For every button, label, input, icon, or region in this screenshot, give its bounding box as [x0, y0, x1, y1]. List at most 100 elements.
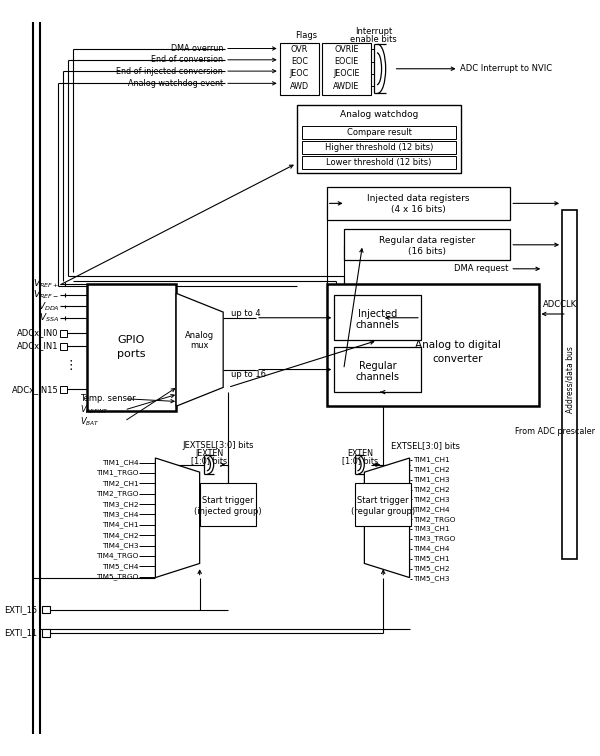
Text: AWD: AWD	[290, 82, 309, 91]
Bar	[322, 43, 371, 94]
Text: ADCx_IN0: ADCx_IN0	[17, 328, 58, 337]
Text: up to 16: up to 16	[231, 370, 266, 379]
Text: JEOC: JEOC	[290, 70, 309, 79]
Bar	[327, 284, 539, 406]
Bar	[296, 105, 461, 173]
Text: EXTEN: EXTEN	[347, 449, 373, 458]
Text: $V_{DDA}$: $V_{DDA}$	[38, 300, 59, 313]
Bar	[344, 229, 510, 260]
Text: Analog watchdog event: Analog watchdog event	[128, 79, 223, 88]
Text: Address/data bus: Address/data bus	[565, 346, 574, 414]
Text: TIM3_CH4: TIM3_CH4	[102, 511, 139, 518]
Text: End of injected conversion: End of injected conversion	[116, 67, 223, 76]
Text: TIM2_CH3: TIM2_CH3	[413, 496, 450, 503]
Text: [1:0] bits: [1:0] bits	[342, 457, 378, 466]
Text: Analog: Analog	[185, 331, 214, 340]
Text: $V_{BAT}$: $V_{BAT}$	[80, 415, 100, 428]
Text: Analog to digital: Analog to digital	[415, 340, 501, 350]
Bar	[43, 606, 50, 613]
Bar	[562, 210, 577, 559]
Text: Analog watchdog: Analog watchdog	[340, 110, 418, 119]
Text: TIM2_CH4: TIM2_CH4	[413, 506, 450, 513]
Bar	[61, 330, 67, 336]
Text: From ADC prescaler: From ADC prescaler	[515, 427, 595, 436]
Text: JEXTSEL[3:0] bits: JEXTSEL[3:0] bits	[183, 442, 254, 451]
Text: EOCIE: EOCIE	[334, 57, 359, 67]
Text: Interrupt: Interrupt	[355, 27, 392, 36]
Text: TIM4_CH1: TIM4_CH1	[102, 522, 139, 528]
Text: Start trigger: Start trigger	[358, 496, 409, 505]
Text: converter: converter	[433, 354, 484, 364]
Polygon shape	[364, 458, 410, 578]
Text: TIM2_TRGO: TIM2_TRGO	[413, 516, 456, 522]
Text: TIM5_CH1: TIM5_CH1	[413, 556, 450, 562]
Bar	[302, 125, 455, 139]
Bar	[61, 343, 67, 350]
Text: Temp. sensor: Temp. sensor	[80, 394, 136, 403]
Text: DMA request: DMA request	[454, 265, 508, 274]
Text: (injected group): (injected group)	[194, 507, 262, 516]
Text: EOC: EOC	[291, 57, 308, 67]
Text: EXTSEL[3:0] bits: EXTSEL[3:0] bits	[391, 442, 460, 451]
Text: OVR: OVR	[291, 45, 308, 54]
Text: Injected data registers: Injected data registers	[367, 194, 470, 203]
Text: TIM4_CH2: TIM4_CH2	[102, 531, 139, 538]
Text: ADCx_IN15: ADCx_IN15	[11, 385, 58, 394]
Text: channels: channels	[356, 321, 400, 330]
Text: Flags: Flags	[295, 31, 317, 40]
Text: DMA overrun: DMA overrun	[171, 44, 223, 53]
Text: TIM5_TRGO: TIM5_TRGO	[96, 573, 139, 580]
Text: EXTI_11: EXTI_11	[4, 628, 37, 637]
Text: ADCCLK: ADCCLK	[543, 300, 577, 309]
Bar	[355, 483, 412, 525]
Text: ADC Interrupt to NVIC: ADC Interrupt to NVIC	[460, 64, 553, 73]
Text: channels: channels	[356, 372, 400, 382]
Polygon shape	[155, 458, 200, 578]
Bar	[43, 629, 50, 637]
Text: TIM5_CH2: TIM5_CH2	[413, 565, 450, 572]
Text: TIM4_CH4: TIM4_CH4	[413, 546, 450, 552]
Text: TIM1_CH2: TIM1_CH2	[413, 466, 450, 473]
Text: Lower threshold (12 bits): Lower threshold (12 bits)	[326, 158, 431, 167]
Bar	[327, 187, 510, 220]
Polygon shape	[176, 293, 223, 406]
Bar	[302, 141, 455, 154]
Bar	[302, 156, 455, 169]
Text: AWDIE: AWDIE	[334, 82, 359, 91]
Text: TIM1_TRGO: TIM1_TRGO	[96, 469, 139, 476]
Text: (4 x 16 bits): (4 x 16 bits)	[391, 205, 446, 214]
Text: Compare result: Compare result	[347, 128, 412, 137]
Text: ports: ports	[117, 349, 146, 359]
Bar	[61, 386, 67, 393]
Bar	[200, 483, 256, 525]
Text: enable bits: enable bits	[350, 35, 397, 44]
Text: TIM4_TRGO: TIM4_TRGO	[96, 553, 139, 559]
Text: Higher threshold (12 bits): Higher threshold (12 bits)	[325, 143, 433, 152]
Text: TIM5_CH3: TIM5_CH3	[413, 575, 450, 582]
Text: TIM5_CH4: TIM5_CH4	[102, 563, 139, 570]
Text: Regular data register: Regular data register	[379, 236, 475, 245]
Bar	[280, 43, 319, 94]
Text: mux: mux	[190, 340, 209, 349]
Text: TIM4_CH3: TIM4_CH3	[102, 542, 139, 549]
Text: GPIO: GPIO	[118, 336, 145, 345]
Text: OVRIE: OVRIE	[334, 45, 359, 54]
Text: ⋮: ⋮	[64, 359, 77, 372]
Text: EXTI_15: EXTI_15	[4, 605, 37, 614]
Text: Start trigger: Start trigger	[202, 496, 254, 505]
Text: Injected: Injected	[358, 309, 397, 319]
Text: $V_{REFINT}$: $V_{REFINT}$	[80, 404, 109, 417]
Text: TIM3_CH2: TIM3_CH2	[102, 500, 139, 507]
Bar	[334, 295, 421, 340]
Text: up to 4: up to 4	[231, 308, 260, 318]
Text: (regular group): (regular group)	[351, 507, 415, 516]
Text: TIM2_CH1: TIM2_CH1	[102, 480, 139, 487]
Text: TIM1_CH1: TIM1_CH1	[413, 457, 450, 463]
Text: [1:0] bits: [1:0] bits	[191, 457, 227, 466]
Text: $V_{SSA}$: $V_{SSA}$	[40, 311, 59, 324]
Bar	[334, 347, 421, 392]
Text: TIM3_TRGO: TIM3_TRGO	[413, 535, 456, 542]
Text: TIM2_CH2: TIM2_CH2	[413, 486, 450, 493]
Bar	[86, 284, 176, 411]
Text: Regular: Regular	[359, 361, 397, 370]
